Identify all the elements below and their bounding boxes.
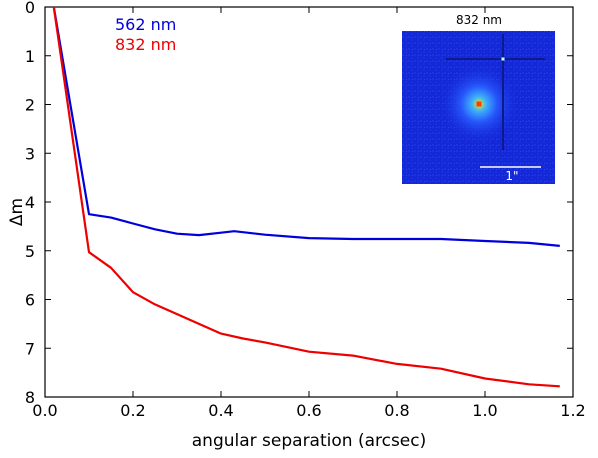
- legend-entry-832: 832 nm: [115, 35, 176, 54]
- x-tick-label: 0.2: [120, 401, 145, 420]
- inset-image: 832 nm 1": [402, 13, 555, 184]
- x-tick-label: 0.8: [384, 401, 409, 420]
- series-layer: [52, 7, 560, 388]
- y-tick-label: 2: [25, 96, 35, 115]
- series-line-562-nm: [52, 7, 560, 247]
- ticks-layer: 0.0 0.2 0.4 0.6 0.8 1.0 1.2 0 1 2 3 4 5 6 7 8: [25, 0, 586, 420]
- inset-star: [476, 101, 482, 107]
- y-tick-label: 4: [25, 193, 35, 212]
- legend-entry-562: 562 nm: [115, 15, 176, 34]
- y-tick-label: 0: [25, 0, 35, 17]
- y-tick-label: 5: [25, 242, 35, 261]
- x-tick-label: 0.0: [32, 401, 57, 420]
- series-line-832-nm: [52, 7, 560, 388]
- inset-title: 832 nm: [456, 13, 502, 27]
- y-tick-label: 8: [25, 388, 35, 407]
- x-tick-label: 1.0: [472, 401, 497, 420]
- x-tick-label: 0.6: [296, 401, 321, 420]
- y-tick-label: 7: [25, 339, 35, 358]
- y-tick-label: 3: [25, 144, 35, 163]
- y-tick-label: 1: [25, 47, 35, 66]
- x-axis-label: angular separation (arcsec): [192, 431, 427, 451]
- y-axis-label: Δm: [7, 198, 27, 226]
- y-tick-label: 6: [25, 291, 35, 310]
- x-tick-label: 0.4: [208, 401, 233, 420]
- inset-scale-label: 1": [505, 169, 518, 183]
- x-tick-label: 1.2: [560, 401, 585, 420]
- inset-secondary-source: [501, 57, 505, 61]
